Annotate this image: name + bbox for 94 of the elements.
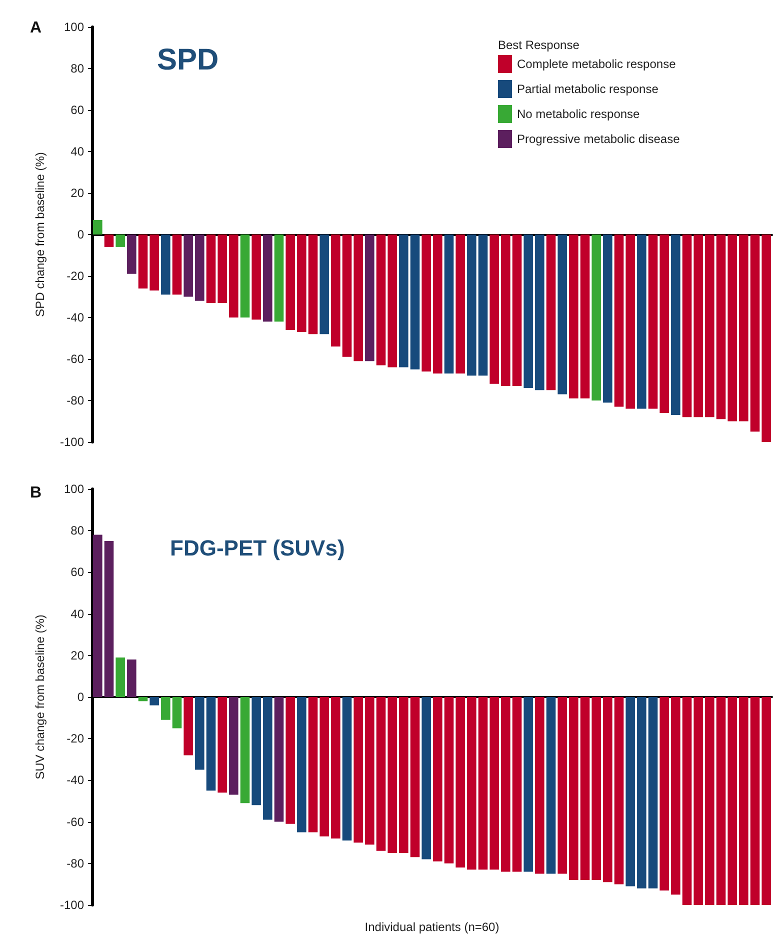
bar <box>150 697 159 706</box>
bar <box>546 697 556 874</box>
bar <box>206 697 216 791</box>
bar <box>660 697 669 890</box>
y-tick-label: 80 <box>70 524 84 538</box>
legend-label: No metabolic response <box>517 107 640 121</box>
bar <box>739 697 748 905</box>
y-axis-title: SUV change from baseline (%) <box>33 614 47 780</box>
bar <box>762 697 771 905</box>
bar <box>342 697 352 841</box>
legend-label: Partial metabolic response <box>517 82 659 96</box>
y-tick-label: -100 <box>60 435 84 449</box>
y-tick-label: -40 <box>66 773 84 788</box>
text: A <box>30 20 42 36</box>
text: SPD <box>157 44 219 76</box>
bar <box>388 697 397 853</box>
bar <box>490 697 499 870</box>
y-tick-label: -80 <box>66 394 84 408</box>
bar <box>682 697 692 905</box>
y-tick-label: 60 <box>70 565 84 580</box>
bar <box>750 697 760 905</box>
legend-label: Complete metabolic response <box>517 57 676 71</box>
y-tick-label: -100 <box>60 898 84 912</box>
y-tick-label: -40 <box>66 310 84 324</box>
bar <box>218 697 227 793</box>
bar <box>637 697 646 888</box>
bar <box>184 697 193 756</box>
bar <box>297 697 306 832</box>
y-tick-label: 20 <box>70 186 84 200</box>
y-tick-label: -60 <box>66 814 84 829</box>
y-tick-label: 40 <box>70 144 84 158</box>
y-tick-label: 0 <box>77 690 84 704</box>
bar <box>161 697 170 720</box>
legend-label: Progressive metabolic disease <box>517 132 680 146</box>
bar <box>240 697 250 804</box>
bar <box>467 697 476 870</box>
bar <box>456 697 465 868</box>
bar <box>286 697 295 824</box>
bar <box>410 697 420 858</box>
y-tick-label: -80 <box>66 856 84 870</box>
bar <box>138 697 148 702</box>
bar <box>558 697 567 874</box>
text: FDG-PET (SUVs) <box>170 536 345 560</box>
y-tick-label: 100 <box>64 482 84 496</box>
y-tick-label: 60 <box>70 103 84 117</box>
bar <box>422 697 431 860</box>
bar <box>648 697 658 888</box>
bar <box>331 697 340 838</box>
bar <box>229 697 238 795</box>
bar <box>433 697 442 862</box>
text: B <box>30 484 42 502</box>
y-axis-title: SPD change from baseline (%) <box>33 152 47 317</box>
bar <box>501 697 510 872</box>
bar <box>172 697 182 728</box>
legend-title: Best Response <box>498 38 580 52</box>
y-tick-label: 20 <box>70 648 84 662</box>
bar <box>444 697 454 864</box>
bar <box>524 697 533 872</box>
bar <box>195 697 204 770</box>
y-tick-label: 0 <box>77 228 84 242</box>
bar <box>104 541 114 697</box>
bar <box>274 697 284 822</box>
bar <box>626 697 635 886</box>
bar <box>478 697 488 870</box>
bar <box>308 697 318 832</box>
bar <box>127 660 136 697</box>
bar <box>365 697 374 845</box>
bar <box>93 534 102 697</box>
y-tick-label: 80 <box>70 62 84 76</box>
y-tick-label: 100 <box>64 20 84 34</box>
bar <box>399 697 408 853</box>
bar <box>252 697 261 806</box>
x-axis-title: Individual patients (n=60) <box>364 920 500 934</box>
y-tick-label: 40 <box>70 606 84 621</box>
bar <box>116 657 125 697</box>
bar <box>263 697 272 820</box>
bar <box>728 697 737 905</box>
bar <box>569 697 578 880</box>
bar <box>716 697 726 905</box>
bar <box>705 697 714 905</box>
bar <box>580 697 590 880</box>
bar <box>671 697 680 895</box>
bar <box>592 697 601 880</box>
bar <box>603 697 612 882</box>
bar <box>354 697 363 843</box>
bar <box>512 697 522 872</box>
y-tick-label: -20 <box>66 269 84 283</box>
y-tick-label: -60 <box>66 352 84 366</box>
bar <box>320 697 329 836</box>
y-tick-label: -20 <box>66 732 84 746</box>
bar <box>376 697 386 851</box>
bar <box>614 697 624 884</box>
bar <box>535 697 544 874</box>
bar <box>694 697 703 905</box>
